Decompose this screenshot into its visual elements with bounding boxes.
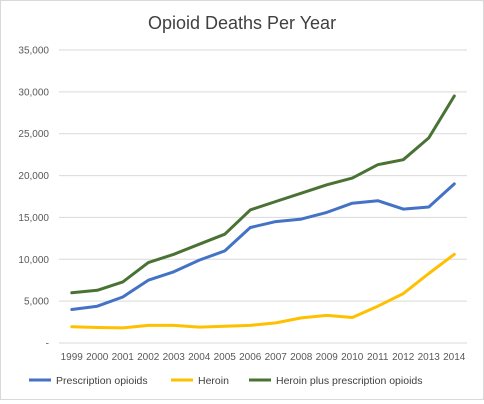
x-tick-label: 2008 [290,352,313,363]
x-tick-label: 2010 [341,352,364,363]
x-tick-label: 1999 [61,352,84,363]
x-tick-label: 2006 [239,352,262,363]
y-tick-label: 10,000 [18,255,49,266]
x-tick-label: 2009 [316,352,339,363]
y-tick-label: - [46,339,49,350]
y-tick-label: 5,000 [24,297,49,308]
y-tick-label: 25,000 [18,129,49,140]
y-tick-label: 35,000 [18,46,49,57]
x-axis-ticks: 1999 2000 2001 2002 2003 2004 2005 2006 2007 2008… [61,352,466,363]
y-tick-label: 15,000 [18,213,49,224]
x-tick-label: 2007 [265,352,288,363]
series-line [70,252,456,330]
x-tick-label: 2002 [137,352,160,363]
legend-label: Prescription opioids [56,375,148,387]
series-line [70,182,456,311]
gridlines [59,49,467,344]
y-tick-label: 20,000 [18,171,49,182]
chart-title: Opioid Deaths Per Year [148,13,336,33]
x-tick-label: 2005 [214,352,237,363]
x-tick-label: 2001 [112,352,135,363]
x-tick-label: 2000 [86,352,109,363]
x-tick-label: 2004 [188,352,211,363]
y-axis-ticks: - 5,000 10,000 15,000 20,000 25,000 30,000 35,0… [18,46,49,350]
x-tick-label: 2011 [367,352,389,363]
legend-label: Heroin [198,375,229,387]
legend-label: Heroin plus prescription opioids [276,375,423,387]
x-tick-label: 2013 [418,352,441,363]
x-tick-label: 2003 [163,352,186,363]
series-line [70,94,456,295]
legend: Prescription opioids Heroin Heroin plus pr… [29,375,423,387]
x-tick-label: 2014 [443,352,466,363]
y-tick-label: 30,000 [18,87,49,98]
series-lines [70,94,456,330]
x-tick-label: 2012 [392,352,415,363]
